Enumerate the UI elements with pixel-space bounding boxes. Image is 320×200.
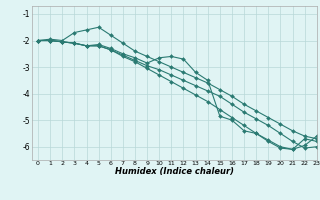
X-axis label: Humidex (Indice chaleur): Humidex (Indice chaleur) <box>115 167 234 176</box>
